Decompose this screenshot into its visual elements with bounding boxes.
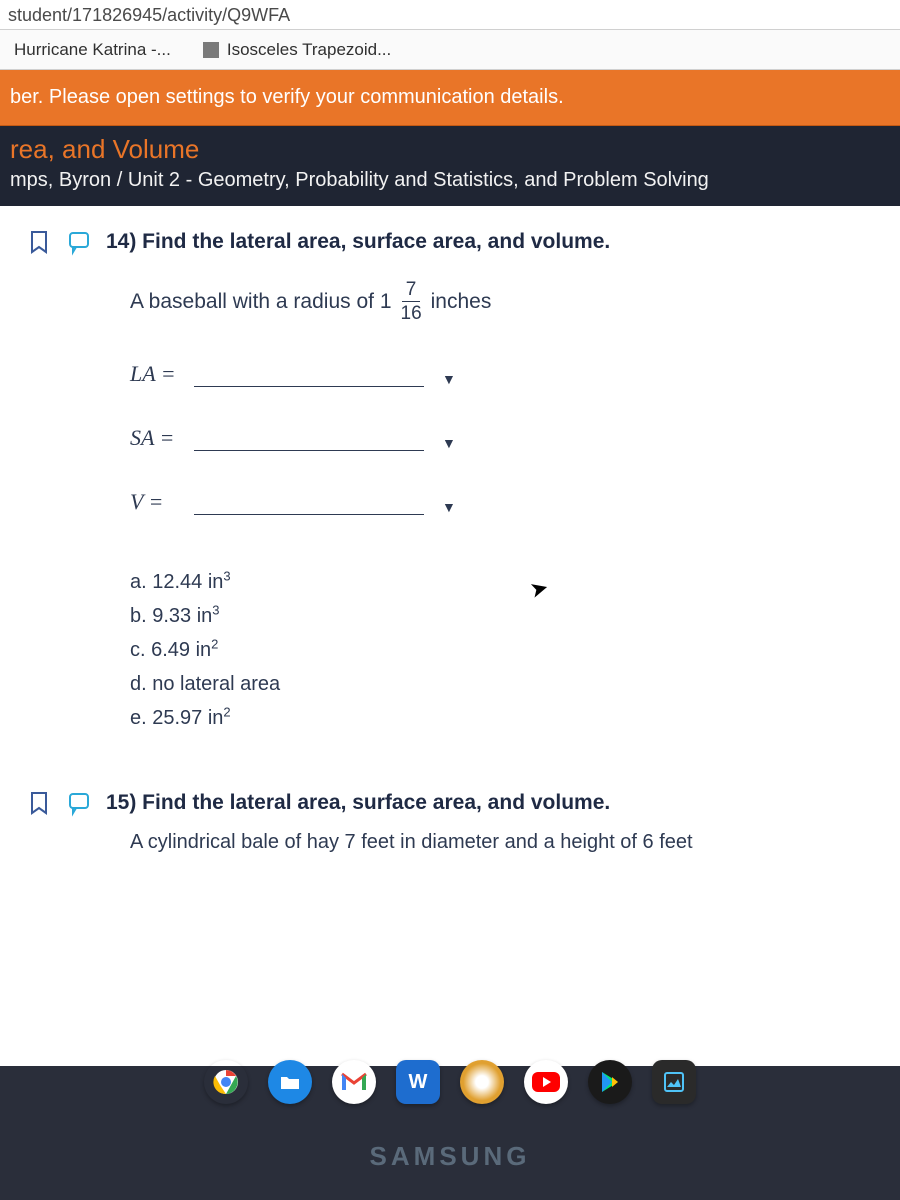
fraction-denominator: 16: [401, 302, 422, 323]
main-content: 14) Find the lateral area, surface area,…: [0, 206, 900, 1066]
word-glyph: W: [409, 1071, 428, 1094]
question-14-description: A baseball with a radius of 1 7 16 inche…: [130, 280, 900, 323]
sa-dropdown-icon[interactable]: ▼: [442, 435, 456, 451]
v-input[interactable]: [194, 489, 424, 515]
option-c: c. 6.49 in2: [130, 633, 900, 667]
taskbar: W: [0, 1052, 900, 1112]
word-icon[interactable]: W: [396, 1060, 440, 1104]
la-label: LA =: [130, 361, 194, 387]
device-brand: SAMSUNG: [0, 1141, 900, 1172]
breadcrumb: mps, Byron / Unit 2 - Geometry, Probabil…: [10, 169, 890, 192]
gallery-icon[interactable]: [652, 1060, 696, 1104]
tab-bar: Hurricane Katrina -... Isosceles Trapezo…: [0, 30, 900, 70]
page-header: rea, and Volume mps, Byron / Unit 2 - Ge…: [0, 126, 900, 206]
question-15-title: 15) Find the lateral area, surface area,…: [106, 791, 610, 815]
desc-pre: A baseball with a radius of 1: [130, 290, 392, 314]
tab-label: Isosceles Trapezoid...: [227, 40, 391, 60]
fraction: 7 16: [401, 280, 422, 323]
answer-options: a. 12.44 in3 b. 9.33 in3 c. 6.49 in2 d. …: [130, 565, 900, 735]
section-title: rea, and Volume: [10, 134, 890, 165]
play-icon[interactable]: [588, 1060, 632, 1104]
option-e: e. 25.97 in2: [130, 701, 900, 735]
disc-icon[interactable]: [460, 1060, 504, 1104]
bookmark-icon[interactable]: [28, 791, 50, 817]
bookmark-icon[interactable]: [28, 230, 50, 256]
comment-icon[interactable]: [68, 230, 90, 256]
banner-text: ber. Please open settings to verify your…: [10, 86, 564, 108]
v-row: V = ▼: [130, 489, 900, 515]
sa-row: SA = ▼: [130, 425, 900, 451]
notification-banner[interactable]: ber. Please open settings to verify your…: [0, 70, 900, 126]
question-14-title: 14) Find the lateral area, surface area,…: [106, 230, 610, 254]
v-label: V =: [130, 489, 194, 515]
v-dropdown-icon[interactable]: ▼: [442, 499, 456, 515]
la-input[interactable]: [194, 361, 424, 387]
option-d: d. no lateral area: [130, 667, 900, 701]
question-14-body: A baseball with a radius of 1 7 16 inche…: [0, 280, 900, 735]
url-text: student/171826945/activity/Q9WFA: [8, 5, 290, 25]
desc-post: inches: [431, 290, 492, 314]
option-a: a. 12.44 in3: [130, 565, 900, 599]
url-bar[interactable]: student/171826945/activity/Q9WFA: [0, 0, 900, 30]
tab-favicon-icon: [203, 42, 219, 58]
question-15-header: 15) Find the lateral area, surface area,…: [0, 791, 900, 817]
comment-icon[interactable]: [68, 791, 90, 817]
la-row: LA = ▼: [130, 361, 900, 387]
fraction-numerator: 7: [402, 280, 421, 302]
la-dropdown-icon[interactable]: ▼: [442, 371, 456, 387]
question-14-header: 14) Find the lateral area, surface area,…: [0, 230, 900, 256]
sa-label: SA =: [130, 425, 194, 451]
tab-hurricane[interactable]: Hurricane Katrina -...: [4, 34, 181, 66]
tab-trapezoid[interactable]: Isosceles Trapezoid...: [193, 34, 401, 66]
sa-input[interactable]: [194, 425, 424, 451]
youtube-icon[interactable]: [524, 1060, 568, 1104]
chrome-icon[interactable]: [204, 1060, 248, 1104]
gmail-icon[interactable]: [332, 1060, 376, 1104]
tab-label: Hurricane Katrina -...: [14, 40, 171, 60]
option-b: b. 9.33 in3: [130, 599, 900, 633]
question-15-description: A cylindrical bale of hay 7 feet in diam…: [0, 831, 900, 854]
files-icon[interactable]: [268, 1060, 312, 1104]
